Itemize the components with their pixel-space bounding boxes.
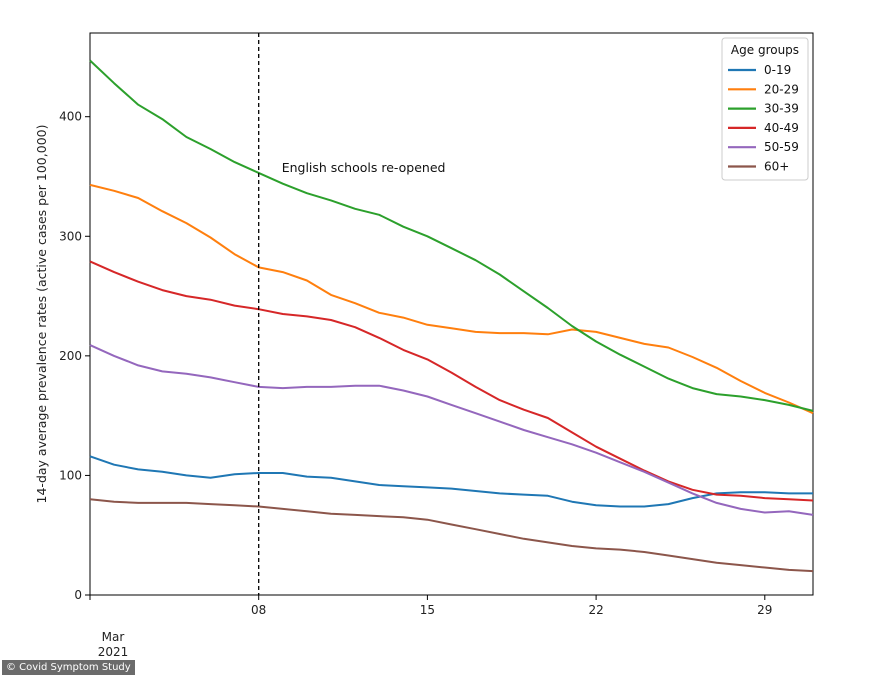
- plot-area: [89, 32, 814, 596]
- x-tick-label-22: 22: [588, 603, 603, 617]
- x-tick-label-29: 29: [757, 603, 772, 617]
- y-tick-label-400: 400: [59, 110, 82, 124]
- credit-badge: © Covid Symptom Study: [2, 660, 135, 675]
- series-line-50-59: [89, 344, 814, 516]
- legend-label-60+: 60+: [764, 160, 789, 174]
- series-line-0-19: [89, 455, 813, 508]
- legend-label-0-19: 0-19: [764, 63, 791, 77]
- series-line-40-49: [89, 260, 814, 502]
- legend-label-40-49: 40-49: [764, 121, 799, 135]
- x-tick-label-08: 08: [251, 603, 266, 617]
- legend-label-30-39: 30-39: [764, 102, 799, 116]
- y-tick-label-300: 300: [59, 229, 82, 243]
- series-line-60+: [89, 498, 814, 573]
- y-tick-label-200: 200: [59, 349, 82, 363]
- annotation: English schools re-opened: [258, 33, 446, 595]
- x-tick-sublabel-2021: 2021: [98, 645, 129, 659]
- annotation-label: English schools re-opened: [282, 160, 446, 175]
- legend-title: Age groups: [731, 43, 799, 57]
- legend-label-50-59: 50-59: [764, 140, 799, 154]
- series-line-30-39: [89, 59, 814, 412]
- x-tick-label-15: 15: [420, 603, 435, 617]
- series-line-20-29: [89, 183, 814, 415]
- y-tick-label-0: 0: [74, 588, 82, 602]
- y-axis-label: 14-day average prevalence rates (active …: [34, 125, 49, 504]
- x-tick-label-mar: Mar: [102, 630, 125, 644]
- legend-box: [721, 37, 809, 181]
- legend: Age groups 0-19 20-29 30-39 40-49 50-59 60+: [721, 37, 809, 181]
- series-lines: [89, 59, 814, 573]
- y-tick-label-100: 100: [59, 468, 82, 482]
- legend-label-20-29: 20-29: [764, 82, 799, 96]
